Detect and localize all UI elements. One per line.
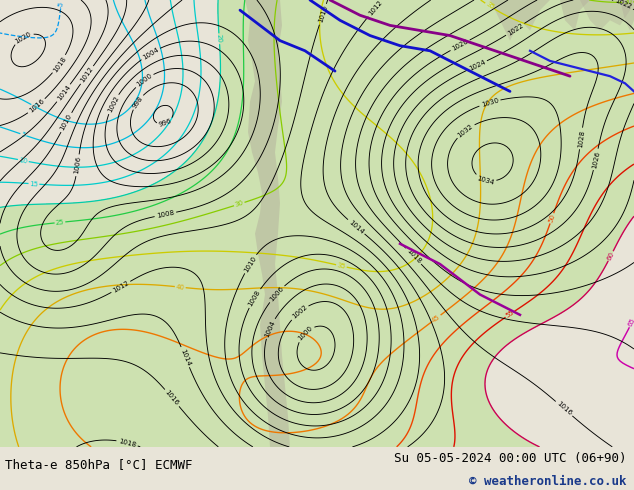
Text: 1022: 1022 <box>614 0 633 10</box>
Text: 1014: 1014 <box>347 219 365 235</box>
Text: 1014: 1014 <box>56 84 72 102</box>
Text: -5: -5 <box>58 0 65 8</box>
Text: 1018: 1018 <box>52 55 67 73</box>
Text: 1024: 1024 <box>468 59 486 72</box>
Text: 55: 55 <box>505 309 515 319</box>
Text: 1030: 1030 <box>481 97 500 108</box>
Text: 1020: 1020 <box>14 30 32 45</box>
Text: 1018: 1018 <box>118 438 137 448</box>
Text: 1000: 1000 <box>135 73 153 88</box>
Text: 20: 20 <box>216 34 223 44</box>
Text: 1002: 1002 <box>107 95 120 113</box>
Text: 1012: 1012 <box>112 280 130 294</box>
Text: 1006: 1006 <box>268 285 285 302</box>
Text: Su 05-05-2024 00:00 UTC (06+90): Su 05-05-2024 00:00 UTC (06+90) <box>394 452 626 466</box>
Text: 1020: 1020 <box>451 38 469 52</box>
Text: 1008: 1008 <box>156 210 175 219</box>
Text: 1000: 1000 <box>297 325 314 342</box>
Text: 1010: 1010 <box>243 255 257 273</box>
Text: 1010: 1010 <box>317 5 328 24</box>
Text: 1026: 1026 <box>591 150 600 169</box>
Text: 1006: 1006 <box>74 156 82 174</box>
Text: 35: 35 <box>484 1 495 11</box>
Text: 1034: 1034 <box>476 175 495 185</box>
Text: 30: 30 <box>234 200 245 208</box>
Text: 1016: 1016 <box>164 389 180 407</box>
Text: 60: 60 <box>606 251 616 262</box>
Text: 1028: 1028 <box>577 129 585 147</box>
Text: 45: 45 <box>431 313 442 323</box>
Text: 30: 30 <box>623 0 632 5</box>
Text: 65: 65 <box>627 317 634 328</box>
Text: 0: 0 <box>31 102 37 110</box>
Text: 1004: 1004 <box>264 319 276 338</box>
Text: 996: 996 <box>158 118 172 128</box>
Text: © weatheronline.co.uk: © weatheronline.co.uk <box>469 475 626 488</box>
Text: 1004: 1004 <box>141 46 160 61</box>
Text: 1022: 1022 <box>506 22 524 37</box>
Polygon shape <box>490 0 634 41</box>
Text: 50: 50 <box>548 213 556 223</box>
Text: 10: 10 <box>18 157 29 164</box>
Text: 1012: 1012 <box>79 66 94 84</box>
Text: 25: 25 <box>55 219 65 226</box>
Polygon shape <box>245 0 290 447</box>
Text: 998: 998 <box>131 95 144 109</box>
Text: 1018: 1018 <box>405 247 422 265</box>
Text: 1016: 1016 <box>555 400 573 417</box>
Text: 1008: 1008 <box>247 289 262 308</box>
Text: 1014: 1014 <box>179 348 191 367</box>
Polygon shape <box>580 0 634 30</box>
Text: 15: 15 <box>29 181 39 187</box>
Text: 5: 5 <box>20 131 27 138</box>
Text: 1016: 1016 <box>28 98 46 114</box>
Text: 1010: 1010 <box>60 113 74 132</box>
Text: 1002: 1002 <box>291 304 308 320</box>
Text: 35: 35 <box>337 262 346 270</box>
Text: Theta-e 850hPa [°C] ECMWF: Theta-e 850hPa [°C] ECMWF <box>5 458 193 470</box>
Text: 1012: 1012 <box>367 0 383 17</box>
Text: 40: 40 <box>176 284 185 291</box>
Text: 1032: 1032 <box>456 123 474 139</box>
